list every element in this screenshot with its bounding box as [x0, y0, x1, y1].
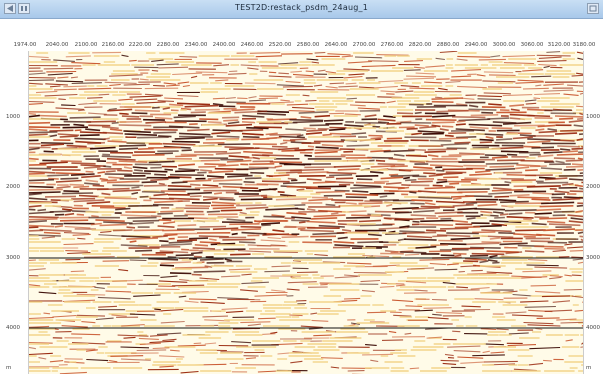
x-tick: 1974.00 — [13, 42, 37, 48]
x-tick: 2880.00 — [436, 42, 460, 48]
x-tick: 2220.00 — [128, 42, 152, 48]
x-tick: 3120.00 — [547, 42, 571, 48]
x-tick: 2280.00 — [156, 42, 180, 48]
y-tick-right: 1000 — [586, 114, 600, 120]
x-tick: 2400.00 — [212, 42, 236, 48]
seismic-reflectors — [29, 51, 583, 374]
x-tick: 3060.00 — [520, 42, 544, 48]
nav-back-button[interactable] — [4, 3, 16, 14]
nav-back-icon — [7, 5, 13, 12]
x-tick: 2040.00 — [45, 42, 69, 48]
seismic-image — [29, 51, 583, 374]
x-tick: 2340.00 — [184, 42, 208, 48]
window-titlebar: TEST2D:restack_psdm_24aug_1 — [0, 0, 603, 19]
y-tick-right: 4000 — [586, 325, 600, 331]
x-tick: 2700.00 — [352, 42, 376, 48]
y-tick-left: 2000 — [6, 184, 20, 190]
x-tick: 3000.00 — [492, 42, 516, 48]
window-title: TEST2D:restack_psdm_24aug_1 — [235, 3, 368, 12]
x-tick: 3180.00 — [572, 42, 596, 48]
y-tick-right: 3000 — [586, 255, 600, 261]
y-tick-right: 2000 — [586, 184, 600, 190]
y-tick-left: m — [6, 365, 12, 371]
x-tick: 2520.00 — [268, 42, 292, 48]
seismic-plot[interactable] — [28, 51, 584, 374]
x-tick: 2100.00 — [74, 42, 98, 48]
x-tick: 2460.00 — [240, 42, 264, 48]
pin-button[interactable] — [18, 3, 30, 14]
maximize-icon — [589, 5, 597, 12]
x-tick: 2760.00 — [380, 42, 404, 48]
pin-icon — [21, 6, 27, 11]
x-tick: 2820.00 — [408, 42, 432, 48]
maximize-button[interactable] — [587, 3, 599, 14]
x-tick: 2640.00 — [324, 42, 348, 48]
x-tick: 2940.00 — [464, 42, 488, 48]
x-tick: 2160.00 — [101, 42, 125, 48]
y-tick-right: m — [586, 365, 592, 371]
y-tick-left: 3000 — [6, 255, 20, 261]
x-axis-ticks: 1974.00 2040.00 2100.00 2160.00 2220.00 … — [0, 42, 603, 52]
x-tick: 2580.00 — [296, 42, 320, 48]
y-tick-left: 4000 — [6, 325, 20, 331]
y-tick-left: 1000 — [6, 114, 20, 120]
